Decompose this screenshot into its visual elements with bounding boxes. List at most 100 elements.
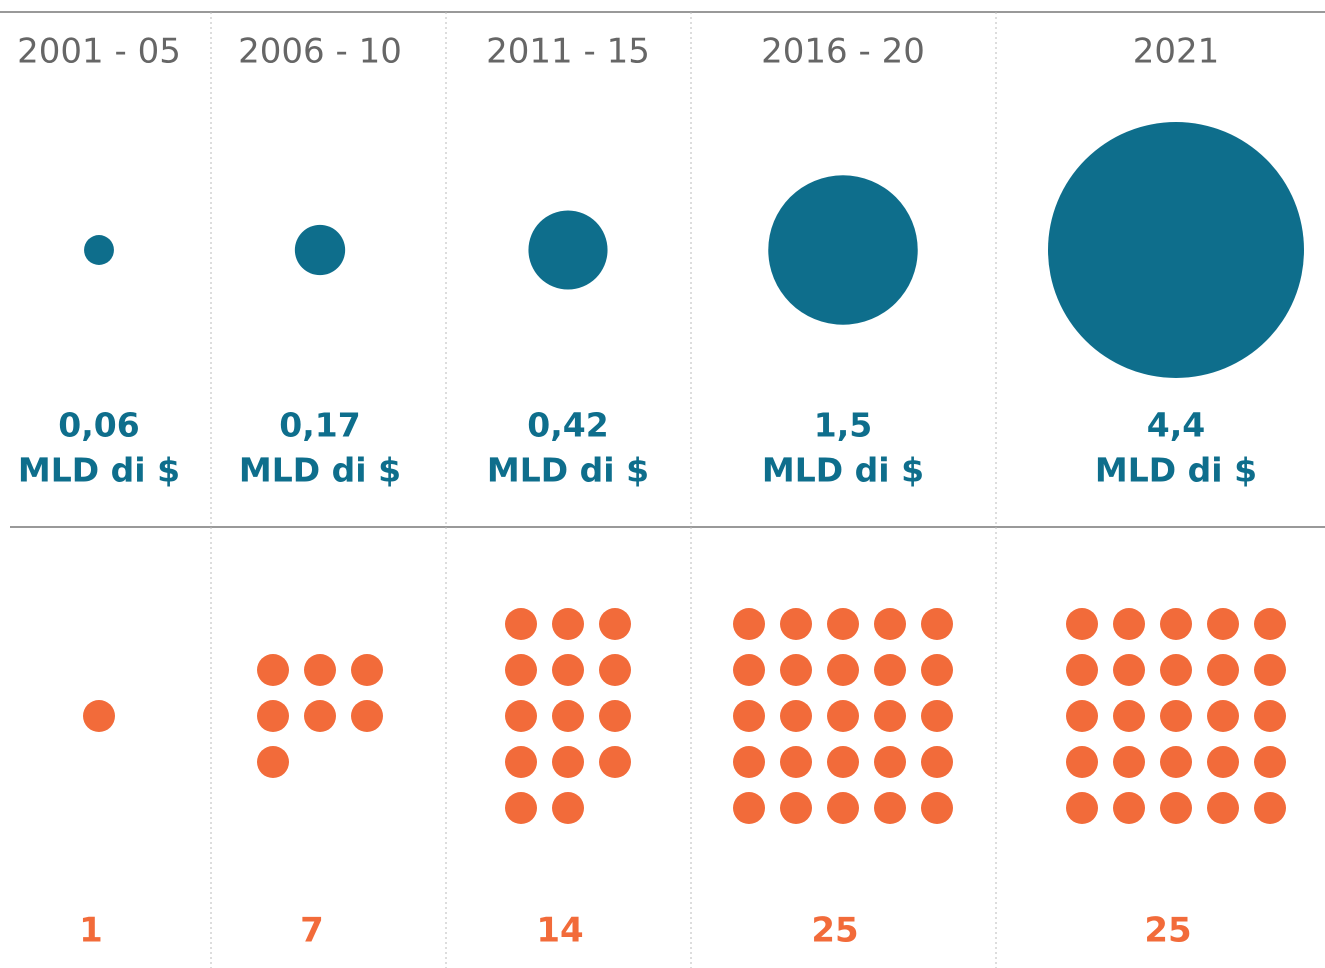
dot-group (257, 654, 383, 778)
dot (733, 746, 765, 778)
dot (552, 608, 584, 640)
dot (780, 792, 812, 824)
dot (733, 608, 765, 640)
dot (552, 746, 584, 778)
period-label: 2011 - 15 (486, 32, 650, 72)
bubble (528, 210, 608, 290)
dot (921, 746, 953, 778)
value-label: 4,4 (1147, 406, 1205, 445)
dot (874, 746, 906, 778)
dot (304, 654, 336, 686)
dot (257, 700, 289, 732)
dot (1254, 792, 1286, 824)
dot (1254, 654, 1286, 686)
unit-label: MLD di $ (239, 451, 401, 490)
dividers (210, 12, 997, 968)
dot (1207, 792, 1239, 824)
dot (1160, 608, 1192, 640)
dot (780, 654, 812, 686)
count-label: 25 (811, 911, 858, 951)
dot (351, 654, 383, 686)
dot (1113, 608, 1145, 640)
dot (733, 792, 765, 824)
bubble (294, 224, 346, 276)
dot (552, 700, 584, 732)
dot (257, 654, 289, 686)
dot (552, 792, 584, 824)
dot (505, 700, 537, 732)
dot (827, 792, 859, 824)
dot (1207, 700, 1239, 732)
dot (257, 746, 289, 778)
dot (733, 700, 765, 732)
dot (780, 700, 812, 732)
dot (599, 746, 631, 778)
dot (1113, 746, 1145, 778)
value-label: 1,5 (814, 406, 872, 445)
dot (1207, 654, 1239, 686)
dot (83, 700, 115, 732)
period-label: 2001 - 05 (17, 32, 181, 72)
dot (1160, 746, 1192, 778)
dot (827, 746, 859, 778)
dot (599, 608, 631, 640)
value-label: 0,42 (527, 406, 608, 445)
dot (921, 654, 953, 686)
unit-label: MLD di $ (487, 451, 649, 490)
dot-group (83, 700, 115, 732)
dot (505, 746, 537, 778)
dot (1254, 700, 1286, 732)
bubble (1048, 122, 1304, 378)
dot (921, 792, 953, 824)
dot (1254, 608, 1286, 640)
period-label: 2006 - 10 (238, 32, 402, 72)
dot (1254, 746, 1286, 778)
dot-group (1066, 608, 1286, 824)
dot (1113, 654, 1145, 686)
dot (304, 700, 336, 732)
period-label: 2021 (1133, 32, 1220, 72)
dot (1066, 700, 1098, 732)
count-label: 25 (1144, 911, 1191, 951)
dot (1113, 792, 1145, 824)
dot (599, 654, 631, 686)
bubble (768, 175, 918, 325)
dot (780, 746, 812, 778)
dot (733, 654, 765, 686)
dot (874, 654, 906, 686)
dot (505, 792, 537, 824)
dot (1160, 654, 1192, 686)
count-label: 14 (536, 911, 583, 951)
dot (1160, 700, 1192, 732)
dot (351, 700, 383, 732)
dot (552, 654, 584, 686)
dot (1066, 746, 1098, 778)
unit-label: MLD di $ (762, 451, 924, 490)
dot (1066, 792, 1098, 824)
dot (827, 700, 859, 732)
dot (1066, 654, 1098, 686)
count-label: 1 (79, 911, 103, 951)
dot (1113, 700, 1145, 732)
dot (874, 700, 906, 732)
unit-label: MLD di $ (1095, 451, 1257, 490)
dot-group (733, 608, 953, 824)
dot (827, 608, 859, 640)
dot (921, 700, 953, 732)
dot (780, 608, 812, 640)
dot (505, 608, 537, 640)
dot (1160, 792, 1192, 824)
dot (599, 700, 631, 732)
dot (505, 654, 537, 686)
dot (1066, 608, 1098, 640)
value-label: 0,17 (279, 406, 360, 445)
unit-label: MLD di $ (18, 451, 180, 490)
value-label: 0,06 (58, 406, 139, 445)
dot-group (505, 608, 631, 824)
dot (874, 608, 906, 640)
dot (874, 792, 906, 824)
count-label: 7 (300, 911, 324, 951)
bubble (84, 235, 114, 265)
period-label: 2016 - 20 (761, 32, 925, 72)
